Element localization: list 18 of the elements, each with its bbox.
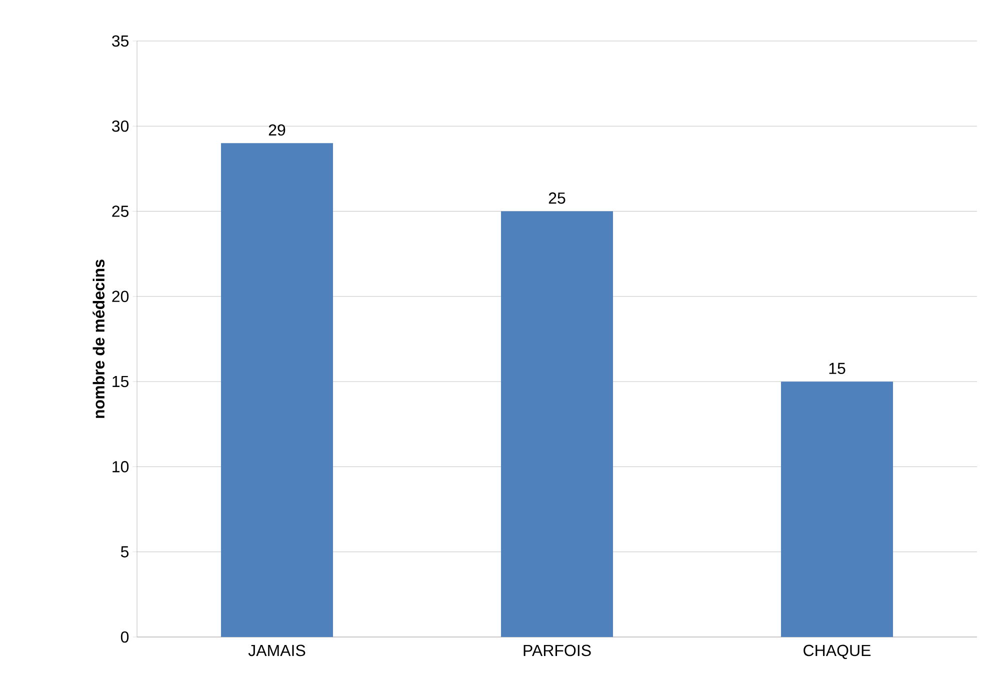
data-label: 29 bbox=[268, 124, 286, 136]
y-tick-label: 25 bbox=[112, 206, 129, 217]
bar bbox=[781, 382, 894, 637]
y-tick-label: 10 bbox=[112, 461, 129, 472]
y-tick-label: 35 bbox=[112, 35, 129, 47]
x-tick-label: CHAQUE bbox=[804, 644, 871, 659]
x-tick-label: PARFOIS bbox=[524, 644, 591, 656]
y-tick-label: 5 bbox=[120, 546, 129, 558]
x-tick-label: JAMAIS bbox=[248, 644, 306, 656]
y-tick-label: 30 bbox=[112, 120, 129, 132]
bar bbox=[221, 143, 333, 637]
y-tick-label: 15 bbox=[112, 376, 129, 388]
y-tick-label: 20 bbox=[112, 290, 129, 302]
y-axis-title: nombre de médecins bbox=[92, 260, 105, 418]
data-label: 15 bbox=[829, 362, 846, 374]
data-label: 25 bbox=[548, 192, 566, 204]
bar bbox=[501, 211, 614, 637]
y-tick-label: 0 bbox=[120, 631, 129, 643]
